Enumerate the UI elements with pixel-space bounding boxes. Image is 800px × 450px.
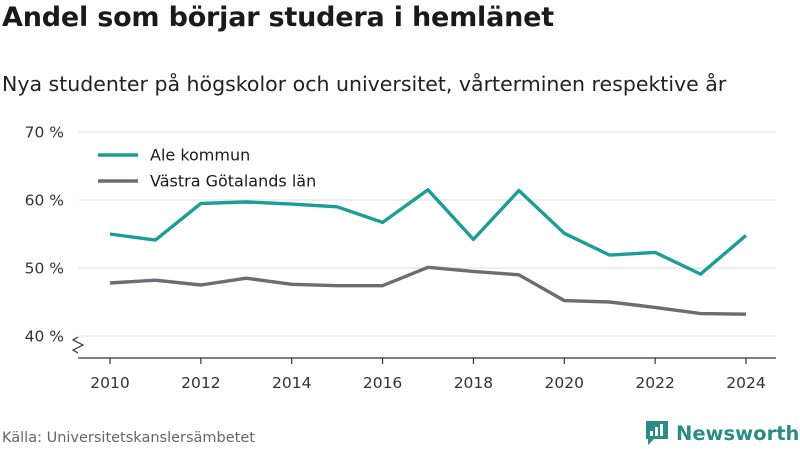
source-note: Källa: Universitetskanslersämbetet bbox=[2, 430, 255, 446]
x-tick-label: 2020 bbox=[545, 374, 584, 392]
y-tick-label: 70 % bbox=[25, 124, 64, 142]
x-tick-label: 2010 bbox=[90, 374, 129, 392]
series-line-2 bbox=[109, 265, 747, 316]
x-tick-label: 2022 bbox=[635, 374, 674, 392]
brand-name: Newsworthy bbox=[676, 421, 800, 445]
chart-title: Andel som börjar studera i hemlänet bbox=[2, 2, 554, 33]
legend-label: Ale kommun bbox=[150, 146, 250, 165]
x-tick-label: 2016 bbox=[363, 374, 402, 392]
series-line-1 bbox=[109, 188, 748, 276]
y-tick-label: 50 % bbox=[25, 260, 64, 278]
newsworthy-logo-icon bbox=[646, 421, 668, 445]
chart-subtitle: Nya studenter på högskolor och universit… bbox=[2, 72, 727, 96]
x-tick-label: 2012 bbox=[181, 374, 220, 392]
axis-break-mark bbox=[71, 336, 85, 354]
legend: Ale kommun Västra Götalands län bbox=[98, 146, 316, 191]
y-axis-ticks: 40 % 50 % 60 % 70 % bbox=[25, 124, 64, 346]
x-tick-label: 2024 bbox=[726, 374, 765, 392]
series-lines bbox=[109, 188, 748, 316]
x-axis: 2010 2012 2014 2016 2018 2020 2022 2024 bbox=[71, 336, 776, 392]
legend-label: Västra Götalands län bbox=[150, 172, 316, 191]
y-tick-label: 60 % bbox=[25, 192, 64, 210]
x-tick-label: 2014 bbox=[272, 374, 311, 392]
y-tick-label: 40 % bbox=[25, 328, 64, 346]
brand-logo: Newsworthy bbox=[644, 419, 800, 447]
x-tick-label: 2018 bbox=[454, 374, 493, 392]
gridlines bbox=[78, 131, 776, 337]
